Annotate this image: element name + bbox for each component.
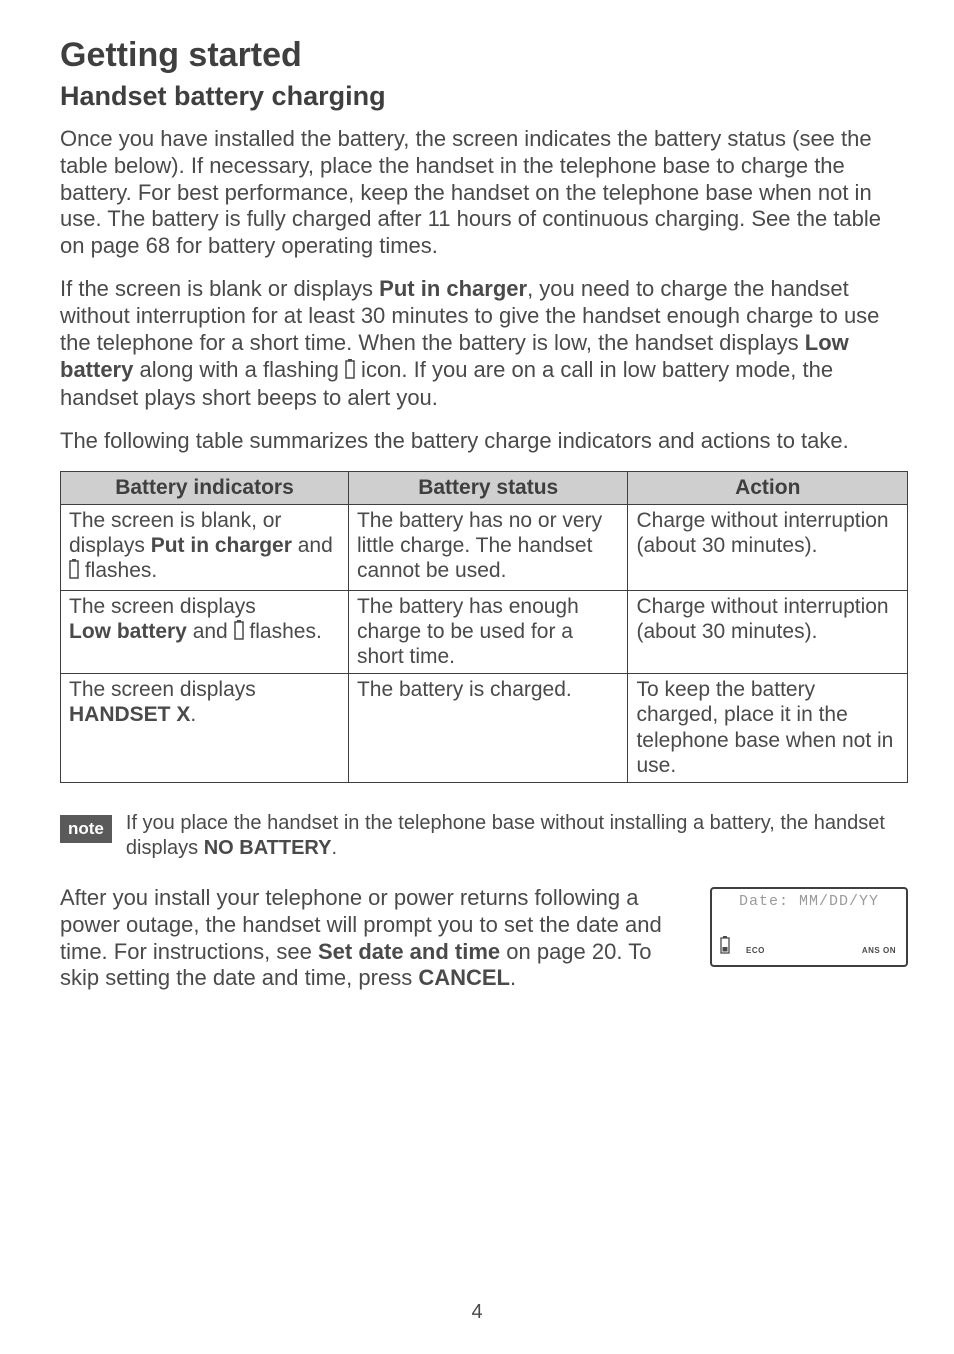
battery-table: Battery indicators Battery status Action… — [60, 471, 908, 783]
table-row: The screen is blank, or displays Put in … — [61, 505, 908, 591]
cell-text: The screen displays — [69, 595, 256, 618]
paragraph-2: If the screen is blank or displays Put i… — [60, 276, 908, 412]
page-title: Getting started — [60, 36, 908, 75]
cell-bold: Put in charger — [151, 534, 292, 557]
cell-status: The battery has enough charge to be used… — [348, 590, 628, 674]
cell-status: The battery is charged. — [348, 674, 628, 783]
table-header-row: Battery indicators Battery status Action — [61, 472, 908, 505]
document-page: Getting started Handset battery charging… — [0, 0, 954, 1354]
cell-action: To keep the battery charged, place it in… — [628, 674, 908, 783]
paragraph-1: Once you have installed the battery, the… — [60, 126, 908, 260]
page-subtitle: Handset battery charging — [60, 81, 908, 112]
p2-bold-1: Put in charger — [379, 276, 527, 301]
th-status: Battery status — [348, 472, 628, 505]
after-install-block: After you install your telephone or powe… — [60, 885, 908, 992]
note-block: note If you place the handset in the tel… — [60, 811, 908, 861]
cell-text: and — [292, 534, 333, 557]
cell-indicators: The screen displays HANDSET X. — [61, 674, 349, 783]
lcd-ans-label: ANS ON — [862, 946, 896, 955]
page-number: 4 — [0, 1301, 954, 1324]
cell-action: Charge without interruption (about 30 mi… — [628, 590, 908, 674]
th-action: Action — [628, 472, 908, 505]
cell-text: . — [190, 703, 196, 726]
after-text: After you install your telephone or powe… — [60, 885, 692, 992]
cell-action: Charge without interruption (about 30 mi… — [628, 505, 908, 591]
after-bold: Set date and time — [318, 939, 500, 964]
battery-empty-icon — [345, 359, 355, 386]
note-bold: NO BATTERY — [204, 837, 332, 859]
paragraph-3: The following table summarizes the batte… — [60, 428, 908, 455]
battery-empty-icon — [69, 559, 79, 585]
battery-empty-icon — [234, 620, 244, 646]
cell-text: flashes. — [79, 559, 157, 582]
cell-text: flashes. — [244, 620, 322, 643]
cell-bold: Low battery — [69, 620, 187, 643]
note-text: If you place the handset in the telephon… — [126, 811, 908, 861]
table-row: The screen displays HANDSET X. The batte… — [61, 674, 908, 783]
note-text-part: . — [331, 837, 337, 859]
battery-icon — [720, 936, 730, 959]
cell-text: The screen displays — [69, 678, 256, 701]
cell-bold: HANDSET X — [69, 703, 190, 726]
lcd-eco-label: ECO — [746, 946, 765, 955]
th-indicators: Battery indicators — [61, 472, 349, 505]
cell-text: and — [187, 620, 234, 643]
cell-status: The battery has no or very little charge… — [348, 505, 628, 591]
note-badge: note — [60, 815, 112, 843]
after-bold: CANCEL — [418, 965, 510, 990]
p2-text: along with a flashing — [133, 357, 345, 382]
p2-text: If the screen is blank or displays — [60, 276, 379, 301]
lcd-screen: Date: MM/DD/YY ECO ANS ON — [710, 887, 908, 967]
cell-indicators: The screen displays Low battery and flas… — [61, 590, 349, 674]
cell-indicators: The screen is blank, or displays Put in … — [61, 505, 349, 591]
after-text-part: . — [510, 965, 516, 990]
table-row: The screen displays Low battery and flas… — [61, 590, 908, 674]
lcd-date-line: Date: MM/DD/YY — [712, 893, 906, 910]
